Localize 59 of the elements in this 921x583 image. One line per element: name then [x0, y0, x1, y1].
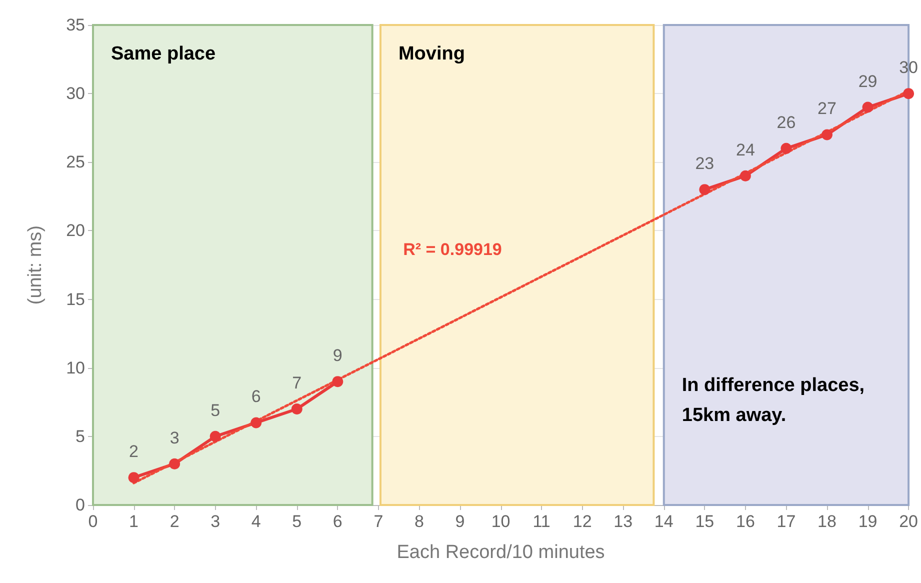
point	[862, 102, 874, 113]
x-tick-label: 20	[899, 512, 918, 531]
point	[699, 184, 710, 196]
data-label: 2	[129, 442, 139, 462]
point	[822, 129, 832, 140]
data-label: 9	[332, 346, 342, 366]
y-tick-label: 35	[66, 16, 85, 34]
x-tick-label: 3	[210, 512, 220, 531]
point	[250, 417, 262, 428]
y-tick-label: 5	[76, 426, 85, 446]
annotation: R² = 0.99919	[403, 240, 502, 259]
y-tick-label: 20	[66, 221, 85, 240]
point	[210, 430, 221, 442]
point	[332, 376, 344, 388]
x-tick-label: 9	[455, 512, 465, 531]
x-tick-label: 13	[614, 512, 633, 531]
x-tick-label: 0	[88, 512, 98, 531]
data-label: 27	[818, 99, 836, 118]
point	[169, 458, 180, 470]
x-tick-label: 7	[374, 512, 384, 531]
data-label: 26	[776, 112, 796, 132]
x-axis-title: Each Record/10 minutes	[396, 542, 605, 563]
y-tick-label: 30	[66, 84, 85, 104]
x-tick-label: 10	[491, 512, 510, 531]
x-tick-label: 19	[858, 512, 878, 531]
x-tick-label: 11	[532, 512, 550, 531]
data-label: 7	[292, 374, 302, 392]
x-tick-label: 15	[695, 512, 714, 531]
x-tick-label: 8	[414, 512, 424, 531]
x-tick-label: 17	[776, 512, 796, 531]
y-axis-title: (unit: ms)	[25, 225, 46, 305]
x-tick-label: 2	[170, 512, 180, 531]
data-label: 23	[695, 154, 714, 174]
point	[780, 142, 792, 154]
point	[291, 404, 302, 414]
point	[740, 170, 751, 182]
point	[903, 88, 914, 100]
band-label: In difference places, 15km away.	[682, 375, 865, 426]
x-tick-label: 18	[818, 512, 836, 531]
y-tick-label: 25	[66, 152, 85, 172]
data-label: 30	[899, 58, 918, 78]
y-tick-label: 0	[76, 496, 85, 514]
x-tick-label: 16	[736, 512, 755, 531]
data-label: 29	[858, 72, 878, 91]
x-tick-label: 4	[251, 512, 261, 531]
band-label: Moving	[398, 44, 465, 64]
data-label: 24	[736, 140, 755, 160]
point	[128, 472, 140, 484]
data-label: 6	[251, 387, 261, 406]
x-tick-label: 1	[129, 512, 139, 531]
x-tick-label: 6	[332, 512, 342, 531]
y-tick-label: 10	[66, 358, 85, 378]
x-tick-label: 5	[292, 512, 302, 531]
x-tick-label: 14	[654, 512, 674, 531]
band-label: Same place	[111, 44, 216, 64]
x-tick-label: 12	[572, 512, 592, 531]
data-label: 3	[170, 428, 180, 448]
data-label: 5	[210, 400, 220, 420]
y-tick-label: 15	[66, 290, 85, 309]
